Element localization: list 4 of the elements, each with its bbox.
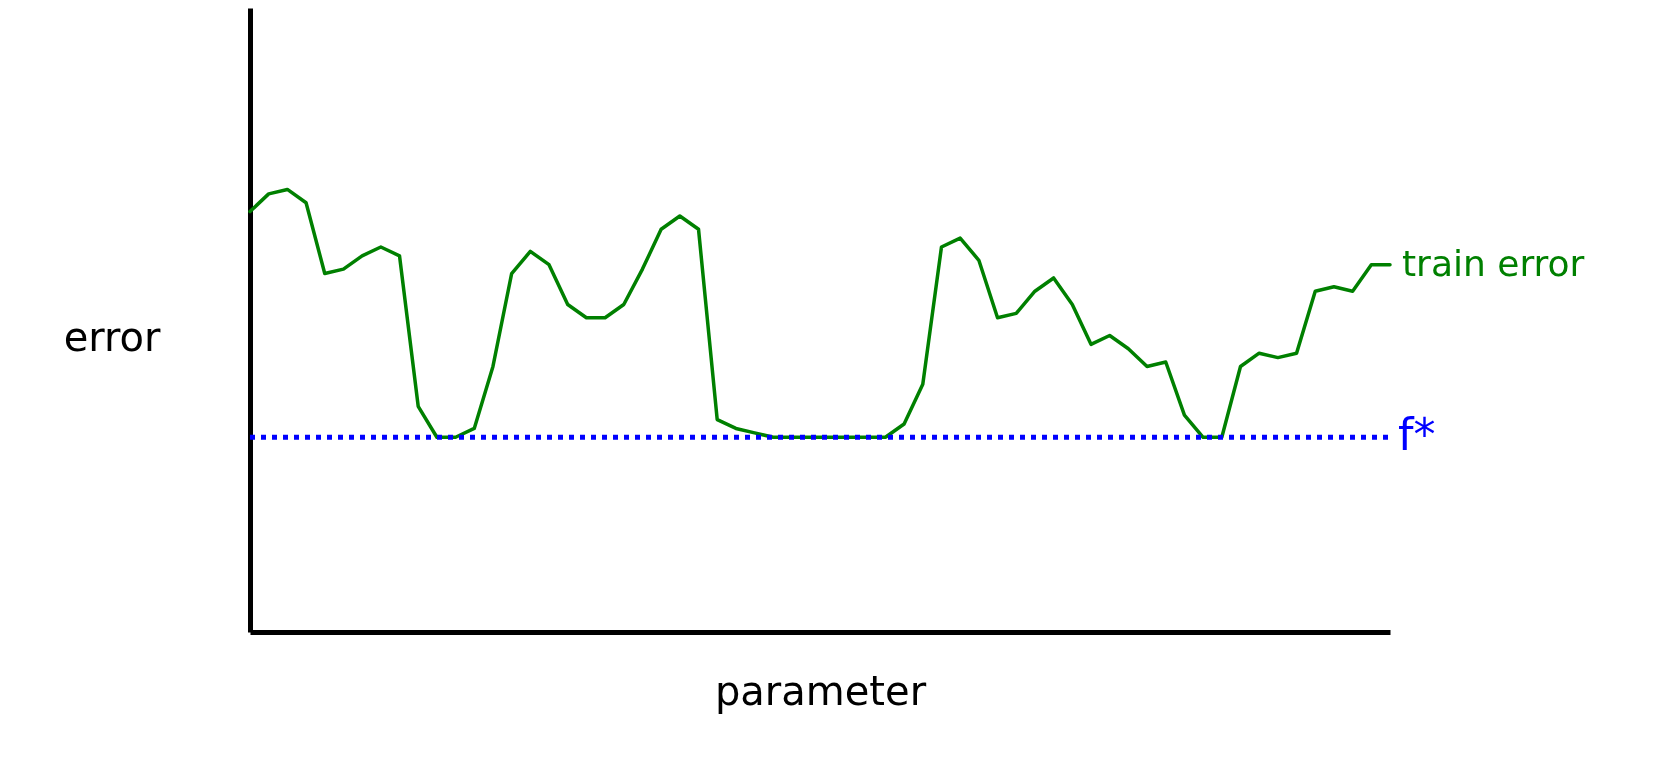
series-label: train error [1402, 242, 1585, 284]
ref-line-label: f* [1398, 409, 1436, 461]
y-axis-title: error [63, 313, 162, 360]
x-axis-title: parameter [714, 667, 927, 714]
